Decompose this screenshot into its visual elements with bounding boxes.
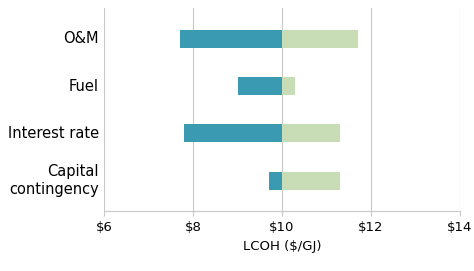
Bar	[180, 30, 282, 48]
Bar	[184, 124, 282, 142]
Bar	[282, 30, 357, 48]
Bar	[269, 172, 282, 190]
Bar	[282, 172, 340, 190]
Bar	[282, 124, 340, 142]
Bar	[237, 77, 282, 95]
Bar	[282, 77, 295, 95]
X-axis label: LCOH ($/GJ): LCOH ($/GJ)	[243, 240, 321, 253]
